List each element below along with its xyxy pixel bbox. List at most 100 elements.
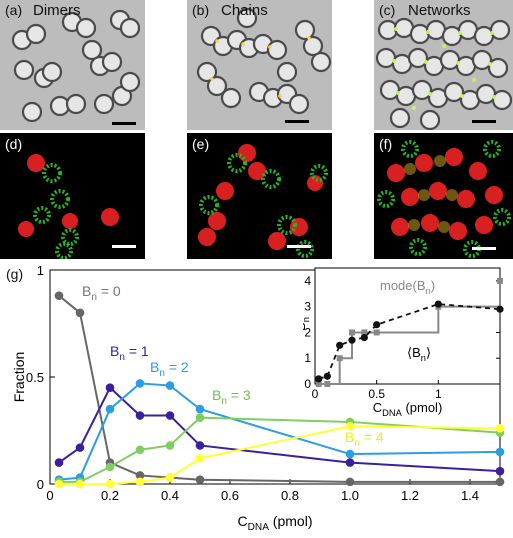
x-tick-label: 0 [46, 488, 53, 503]
data-point [360, 334, 368, 342]
y-axis-label: Bn [303, 317, 311, 331]
scale-bar [112, 245, 136, 248]
scale-bar [472, 247, 496, 250]
y-axis-label: Fraction [11, 352, 27, 403]
data-point [165, 381, 175, 390]
series-label: mode(Bn) [380, 278, 435, 296]
y-tick-label: 4 [304, 274, 311, 288]
y-tick-label: 0 [37, 477, 44, 492]
scale-bar [472, 120, 496, 123]
series-line [58, 294, 500, 483]
panel-b-micrograph: (b) Chains [187, 0, 332, 130]
data-point [54, 479, 64, 489]
micrograph-chains-image [187, 0, 332, 130]
data-point [373, 321, 381, 329]
scale-bar [287, 245, 311, 248]
data-point [165, 441, 175, 450]
data-point [497, 277, 503, 284]
panel-e-fluorescence: (e) [187, 133, 332, 259]
series-line [59, 425, 501, 485]
series-label: ⟨Bn⟩ [407, 345, 431, 363]
data-point [373, 329, 380, 336]
x-tick-label: 1 [435, 387, 442, 401]
data-point [324, 381, 331, 387]
y-tick-label: 0.5 [26, 370, 44, 385]
data-point [345, 458, 355, 467]
data-point [165, 473, 175, 482]
series-line [318, 280, 501, 385]
series-label: Bn = 1 [110, 343, 149, 363]
x-tick-label: 0.2 [101, 488, 119, 503]
data-point [105, 462, 115, 472]
y-tick-label: 0 [304, 377, 311, 391]
y-tick-label: 1 [304, 351, 311, 365]
data-point [75, 443, 85, 452]
panel-label: (g) [6, 266, 23, 282]
panel-c-micrograph: (c) Networks [374, 0, 513, 130]
panel-label: (e) [192, 136, 210, 152]
data-point [496, 305, 504, 313]
x-axis-label: CDNA (pmol) [238, 513, 313, 533]
panel-title: Networks [408, 2, 471, 19]
x-tick-label: 1.0 [341, 488, 359, 503]
micrograph-networks-image [374, 0, 513, 130]
data-point [495, 466, 505, 476]
data-point [105, 383, 115, 392]
x-tick-label: 0 [312, 387, 319, 401]
data-point [54, 291, 64, 300]
data-point [345, 477, 355, 487]
y-tick-label: 1 [37, 263, 44, 278]
panel-label: (f) [379, 136, 393, 152]
data-point [348, 336, 356, 344]
data-point [105, 479, 115, 489]
data-point [315, 375, 323, 383]
scale-bar [285, 120, 309, 123]
data-point [75, 479, 85, 489]
inset-bn-chart: 0 0.5 1 0 1 2 3 4 CDNA (pmol) Bn mode(Bn) ⟨Bn⟩ [303, 267, 504, 417]
data-point [434, 300, 442, 308]
data-point [495, 447, 505, 457]
x-tick-label: 1.2 [401, 488, 419, 503]
panel-a-micrograph: (a) Dimers [0, 0, 145, 130]
series-line [59, 416, 501, 483]
x-tick-label: 0.4 [161, 488, 179, 503]
x-tick-label: 0.5 [368, 387, 385, 401]
panel-title: Dimers [33, 2, 81, 19]
data-point [361, 329, 368, 336]
inset-frame [314, 267, 501, 385]
series-label: Bn = 2 [150, 359, 189, 379]
data-point [135, 477, 145, 487]
panel-label: (a) [5, 2, 23, 18]
panel-label: (c) [379, 2, 396, 18]
data-point [54, 458, 64, 467]
data-point [195, 454, 205, 463]
panel-label: (b) [192, 2, 210, 18]
data-point [315, 381, 322, 387]
data-point [135, 379, 145, 388]
data-point [345, 449, 355, 459]
series-label: Bn = 3 [212, 387, 251, 407]
fluorescence-dimers-image [0, 133, 145, 259]
data-point [336, 355, 343, 362]
y-tick-label: 3 [304, 300, 311, 314]
panel-f-fluorescence: (f) [374, 133, 513, 259]
panel-label: (d) [5, 136, 23, 152]
data-point [495, 477, 505, 487]
panel-title: Chains [221, 2, 268, 19]
data-point [75, 308, 85, 318]
data-point [195, 441, 205, 450]
data-point [345, 421, 355, 431]
micrograph-dimers-image [0, 0, 145, 130]
fluorescence-networks-image [374, 133, 513, 259]
x-tick-label: 0.8 [281, 488, 299, 503]
data-point [336, 341, 344, 349]
data-point [495, 424, 505, 433]
series-label: Bn = 0 [82, 283, 121, 303]
data-point [195, 475, 205, 485]
data-point [105, 404, 115, 414]
fluorescence-chains-image [187, 133, 332, 259]
series-line [58, 382, 501, 481]
panel-d-fluorescence: (d) [0, 133, 145, 259]
y-tick-label: 2 [304, 325, 311, 339]
